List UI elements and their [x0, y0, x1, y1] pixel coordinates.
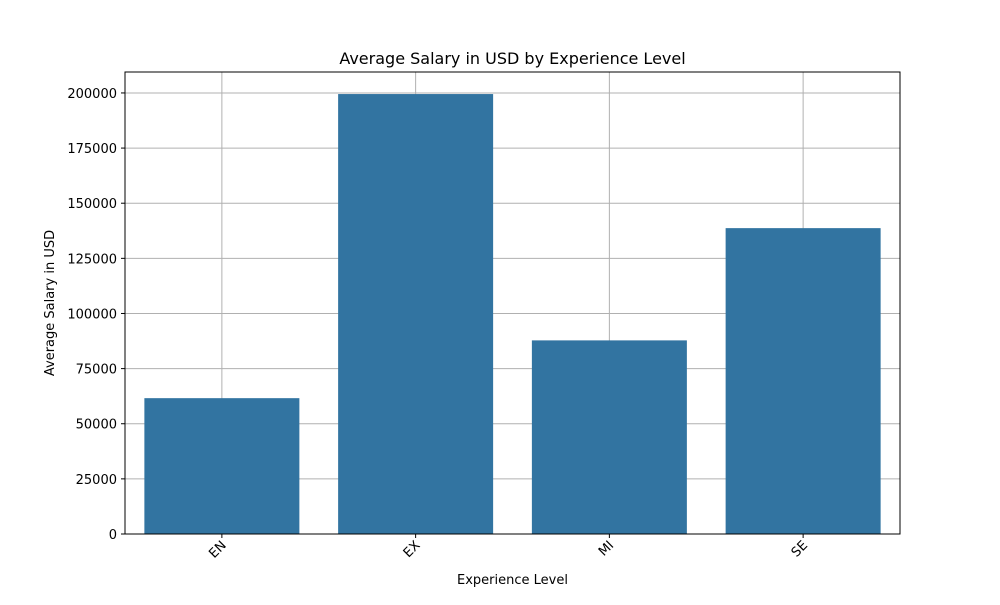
x-axis-label: Experience Level	[457, 573, 568, 588]
bar-se	[725, 228, 881, 534]
y-tick-label: 200000	[67, 87, 117, 102]
bar-en	[144, 398, 300, 534]
y-axis-ticks: 0 25000 50000 75000 100000 125000 150000 175000…	[67, 87, 125, 543]
y-tick-label: 0	[109, 528, 117, 543]
bars	[144, 94, 881, 535]
y-tick-label: 150000	[67, 197, 117, 212]
plot-area-frame	[124, 71, 901, 535]
y-tick-label: 50000	[76, 418, 117, 433]
y-tick-label: 75000	[76, 363, 117, 378]
y-tick-label: 125000	[67, 252, 117, 267]
y-axis-label: Average Salary in USD	[43, 230, 58, 376]
chart-title: Average Salary in USD by Experience Leve…	[339, 49, 685, 68]
bar-mi	[531, 340, 687, 534]
y-tick-label: 100000	[67, 307, 117, 322]
y-tick-label: 175000	[67, 142, 117, 157]
y-tick-label: 25000	[76, 473, 117, 488]
bar-ex	[338, 94, 494, 535]
